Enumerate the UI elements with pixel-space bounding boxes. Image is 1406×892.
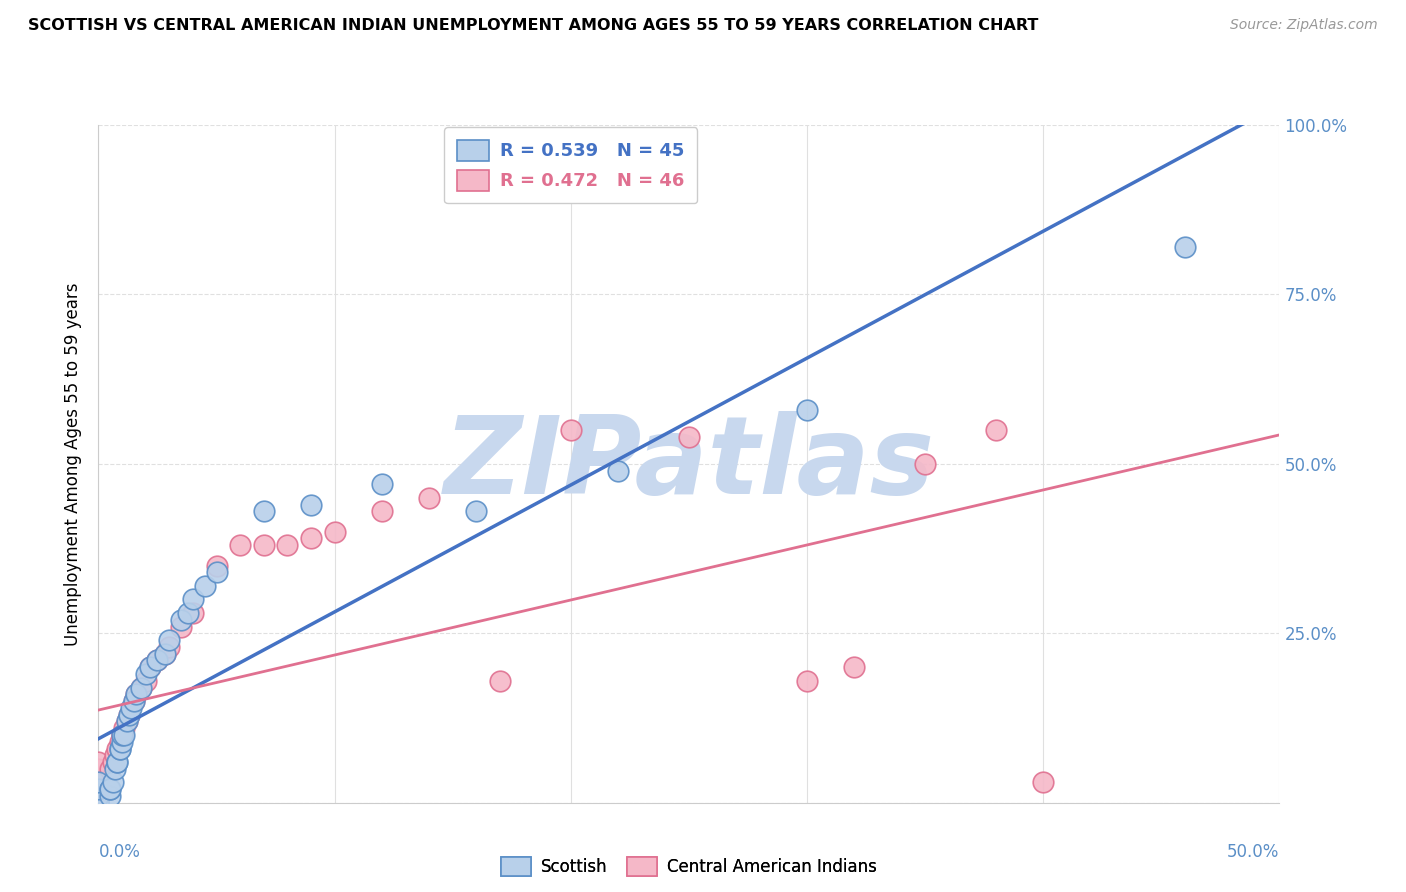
- Point: [229, 538, 252, 552]
- Legend: Scottish, Central American Indians: Scottish, Central American Indians: [494, 850, 884, 882]
- Point: [104, 748, 127, 763]
- Point: [108, 741, 131, 756]
- Point: [157, 640, 180, 654]
- Point: [87, 789, 110, 803]
- Point: [121, 701, 143, 715]
- Point: [87, 796, 110, 810]
- Point: [108, 741, 131, 756]
- Point: [135, 667, 157, 681]
- Point: [108, 735, 131, 749]
- Point: [112, 721, 135, 735]
- Point: [98, 762, 121, 776]
- Point: [276, 538, 298, 552]
- Text: ZIPatlas: ZIPatlas: [443, 411, 935, 516]
- Point: [118, 707, 141, 722]
- Point: [1032, 775, 1054, 789]
- Point: [125, 687, 148, 701]
- Text: Source: ZipAtlas.com: Source: ZipAtlas.com: [1230, 18, 1378, 32]
- Point: [87, 796, 110, 810]
- Point: [205, 566, 228, 580]
- Point: [115, 714, 138, 729]
- Point: [87, 796, 110, 810]
- Point: [101, 775, 124, 789]
- Point: [253, 538, 276, 552]
- Text: SCOTTISH VS CENTRAL AMERICAN INDIAN UNEMPLOYMENT AMONG AGES 55 TO 59 YEARS CORRE: SCOTTISH VS CENTRAL AMERICAN INDIAN UNEM…: [28, 18, 1039, 33]
- Point: [181, 592, 204, 607]
- Point: [914, 457, 936, 471]
- Point: [607, 464, 630, 478]
- Point: [87, 782, 110, 797]
- Point: [118, 707, 141, 722]
- Point: [87, 789, 110, 803]
- Point: [87, 789, 110, 803]
- Point: [181, 606, 204, 620]
- Point: [146, 653, 169, 667]
- Point: [560, 423, 582, 437]
- Point: [153, 647, 176, 661]
- Text: 0.0%: 0.0%: [98, 844, 141, 862]
- Point: [984, 423, 1007, 437]
- Point: [87, 755, 110, 769]
- Point: [678, 430, 700, 444]
- Point: [104, 762, 127, 776]
- Text: 50.0%: 50.0%: [1227, 844, 1279, 862]
- Point: [87, 796, 110, 810]
- Point: [87, 796, 110, 810]
- Point: [177, 606, 200, 620]
- Point: [87, 762, 110, 776]
- Point: [465, 504, 488, 518]
- Point: [115, 714, 138, 729]
- Point: [87, 782, 110, 797]
- Point: [87, 796, 110, 810]
- Point: [122, 694, 145, 708]
- Point: [125, 687, 148, 701]
- Point: [299, 498, 322, 512]
- Point: [157, 633, 180, 648]
- Point: [87, 775, 110, 789]
- Point: [299, 532, 322, 546]
- Point: [111, 728, 134, 742]
- Point: [323, 524, 346, 539]
- Point: [139, 660, 162, 674]
- Point: [170, 619, 193, 633]
- Point: [111, 728, 134, 742]
- Point: [101, 755, 124, 769]
- Point: [87, 775, 110, 789]
- Point: [146, 653, 169, 667]
- Point: [105, 755, 128, 769]
- Point: [87, 796, 110, 810]
- Point: [139, 660, 162, 674]
- Point: [844, 660, 866, 674]
- Point: [129, 681, 152, 695]
- Point: [129, 681, 152, 695]
- Point: [135, 673, 157, 688]
- Point: [371, 504, 394, 518]
- Point: [105, 755, 128, 769]
- Point: [205, 558, 228, 573]
- Point: [87, 769, 110, 783]
- Point: [98, 782, 121, 797]
- Point: [112, 728, 135, 742]
- Point: [111, 735, 134, 749]
- Point: [105, 741, 128, 756]
- Point: [87, 796, 110, 810]
- Point: [1174, 240, 1197, 254]
- Point: [111, 728, 134, 742]
- Point: [194, 579, 217, 593]
- Point: [87, 796, 110, 810]
- Point: [170, 613, 193, 627]
- Point: [122, 694, 145, 708]
- Point: [98, 782, 121, 797]
- Point: [253, 504, 276, 518]
- Point: [371, 477, 394, 491]
- Point: [153, 647, 176, 661]
- Point: [98, 789, 121, 803]
- Y-axis label: Unemployment Among Ages 55 to 59 years: Unemployment Among Ages 55 to 59 years: [65, 282, 83, 646]
- Point: [87, 796, 110, 810]
- Point: [796, 402, 818, 417]
- Point: [418, 491, 440, 505]
- Point: [796, 673, 818, 688]
- Point: [489, 673, 512, 688]
